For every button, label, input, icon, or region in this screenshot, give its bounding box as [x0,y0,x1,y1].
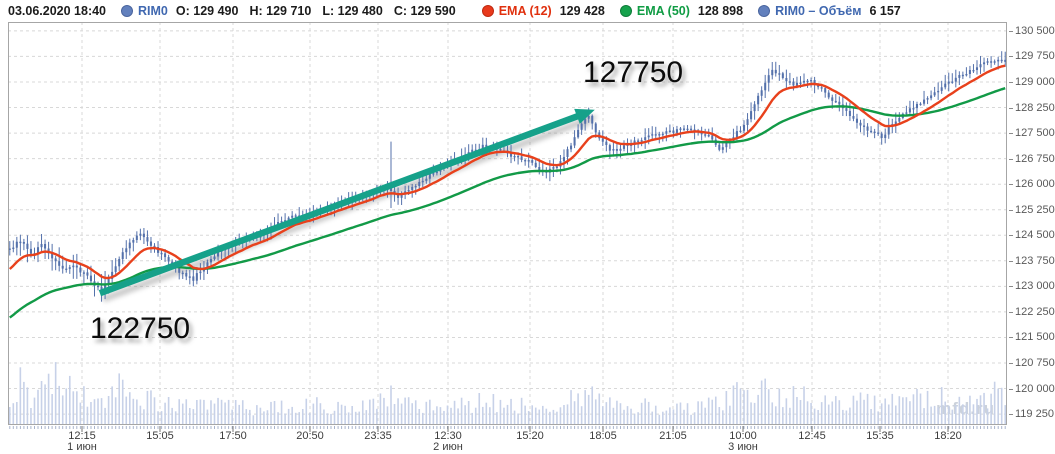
price-tick-label: 127 500 [1015,127,1055,139]
series-volume-name: RIM0 – Объём [775,4,862,18]
price-tick [1009,286,1013,287]
series-ema12-dot-icon [481,5,494,17]
chart-legend-bar: 03.06.2020 18:40 RIM0 O: 129 490 H: 129 … [0,0,1055,22]
candles [8,51,1007,302]
price-tick-label: 120 750 [1015,357,1055,369]
series-volume-value: 6 157 [869,4,901,18]
trend-end-price-label[interactable]: 127750 [583,56,684,89]
price-tick-label: 119 250 [1015,408,1054,420]
legend-series-volume[interactable]: RIM0 – Объём 6 157 [758,4,901,18]
day-label: 1 июн [67,441,97,453]
price-tick [1009,312,1013,313]
price-tick-label: 123 000 [1015,280,1055,292]
series-rim0-dot-icon [121,5,134,17]
price-tick [1009,159,1013,160]
price-tick [1009,56,1013,57]
price-tick-label: 126 000 [1015,178,1055,190]
series-ema50-dot-icon [619,5,632,17]
price-tick [1009,235,1013,236]
price-tick [1009,363,1013,364]
price-tick-label: 121 500 [1015,331,1055,343]
series-volume-dot-icon [758,5,771,17]
price-tick-label: 123 750 [1015,255,1055,267]
price-tick [1009,31,1013,32]
plot-border [8,22,1007,425]
price-tick [1009,184,1013,185]
day-label: 2 июн [433,441,463,453]
price-tick-label: 130 500 [1015,25,1055,37]
price-tick [1009,133,1013,134]
ema50-line [9,87,1006,319]
legend-series-rim0[interactable]: RIM0 O: 129 490 H: 129 710 L: 129 480 C:… [121,4,467,18]
series-ema50-value: 128 898 [697,4,744,18]
price-tick-label: 124 500 [1015,229,1055,241]
chart-canvas[interactable]: mfd.ru [8,22,1007,432]
gridlines [8,22,1007,425]
ohlc-high: H: 129 710 [249,4,312,18]
ohlc-open: O: 129 490 [175,4,239,18]
series-ema12-name: EMA (12) [498,4,552,18]
price-tick-label: 120 000 [1015,383,1055,395]
price-tick [1009,82,1013,83]
chart-svg: mfd.ru [8,22,1007,432]
volume-bars [8,362,1007,425]
price-tick-label: 126 750 [1015,153,1055,165]
trend-start-price-label[interactable]: 122750 [90,312,191,345]
legend-series-ema12[interactable]: EMA (12) 129 428 [481,4,605,18]
price-tick [1009,389,1013,390]
chart-datetime: 03.06.2020 18:40 [8,4,106,18]
price-tick [1009,210,1013,211]
price-tick [1009,337,1013,338]
price-tick [1009,414,1013,415]
series-ema12-value: 129 428 [559,4,605,18]
ohlc-low: L: 129 480 [322,4,383,18]
trend-arrow[interactable] [98,108,595,297]
price-tick-label: 129 000 [1015,76,1055,88]
price-tick-label: 125 250 [1015,204,1055,216]
price-tick [1009,261,1013,262]
watermark: mfd.ru [936,399,995,418]
series-ema50-name: EMA (50) [636,4,690,18]
ohlc-close: C: 129 590 [393,4,456,18]
price-tick-label: 122 250 [1015,306,1055,318]
datetime-label: 03.06.2020 18:40 [8,4,107,18]
candle-ticks [9,426,1006,429]
day-label: 3 июн [728,441,758,453]
series-rim0-name: RIM0 [138,4,168,18]
ema12-line [8,64,1006,280]
price-tick [1009,108,1013,109]
price-axis[interactable]: 130 500 129 750 129 000 128 250 127 500 126 7… [1009,22,1055,425]
legend-series-ema50[interactable]: EMA (50) 128 898 [619,4,744,18]
time-label-ticks [81,426,949,432]
price-tick-label: 129 750 [1015,50,1055,62]
price-tick-label: 128 250 [1015,102,1055,114]
